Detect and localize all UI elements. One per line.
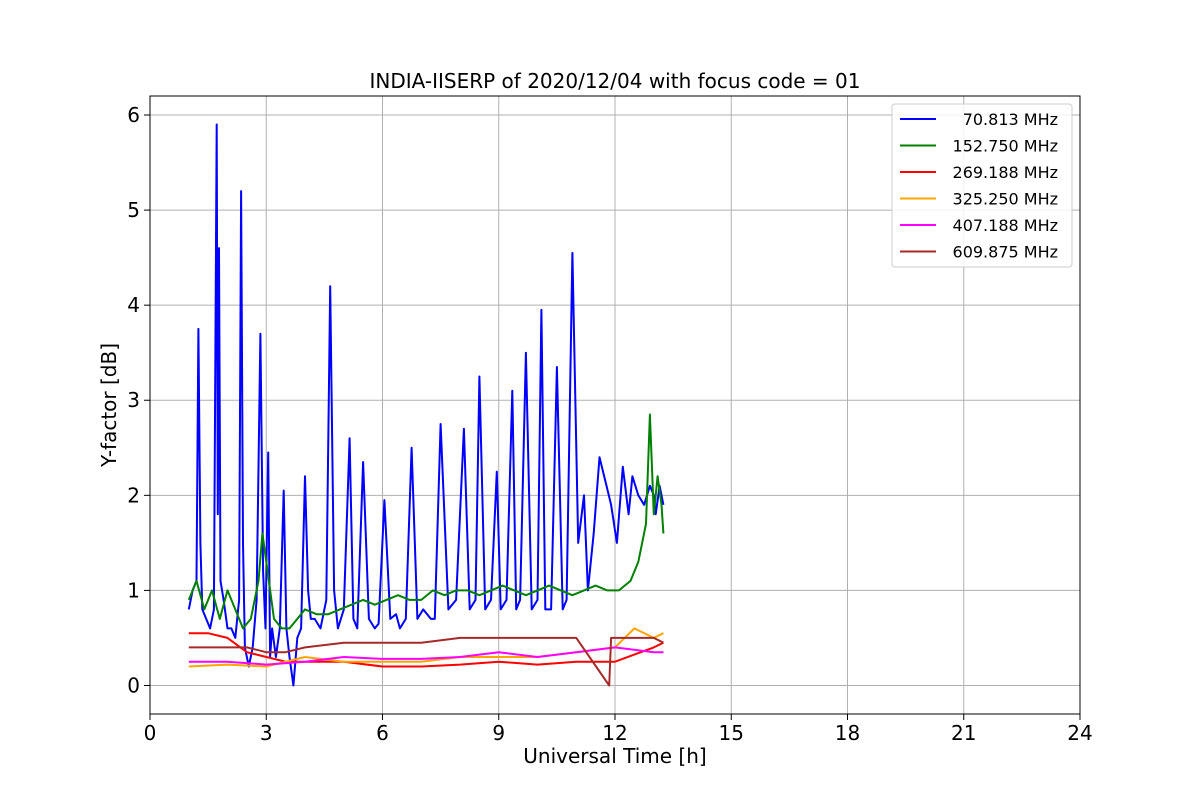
legend: 70.813 MHz 152.750 MHz 269.188 MHz 325.250 … (891, 103, 1073, 268)
x-tick-label: 12 (602, 721, 627, 745)
chart-title: INDIA-IISERP of 2020/12/04 with focus co… (370, 69, 861, 93)
x-tick-label: 18 (835, 721, 860, 745)
legend-label: 609.875 MHz (953, 243, 1058, 262)
series-line-5 (188, 636, 664, 687)
y-tick-label: 5 (127, 198, 140, 222)
x-tick-label: 9 (492, 721, 505, 745)
series-line-1 (187, 413, 665, 630)
y-tick-label: 3 (127, 388, 140, 412)
legend-label: 70.813 MHz (963, 110, 1058, 129)
legend-label: 269.188 MHz (953, 163, 1058, 182)
y-tick-label: 6 (127, 103, 140, 127)
x-tick-label: 6 (376, 721, 389, 745)
y-tick-label: 2 (127, 483, 140, 507)
y-tick-label: 0 (127, 673, 140, 697)
legend-box (891, 103, 1073, 268)
x-axis-label: Universal Time [h] (523, 744, 706, 768)
legend-label: 325.250 MHz (953, 190, 1058, 209)
series-line-4 (188, 646, 664, 666)
legend-label: 407.188 MHz (953, 216, 1058, 235)
y-tick-label: 4 (127, 293, 140, 317)
x-tick-label: 24 (1067, 721, 1092, 745)
legend-label: 152.750 MHz (953, 137, 1058, 156)
x-tick-label: 0 (144, 721, 157, 745)
series-lines (187, 123, 665, 687)
series-line-0 (187, 123, 665, 687)
x-tick-label: 21 (951, 721, 976, 745)
x-tick-label: 3 (260, 721, 273, 745)
y-axis-label: Y-factor [dB] (97, 343, 121, 468)
x-tick-label: 15 (719, 721, 744, 745)
y-tick-label: 1 (127, 578, 140, 602)
